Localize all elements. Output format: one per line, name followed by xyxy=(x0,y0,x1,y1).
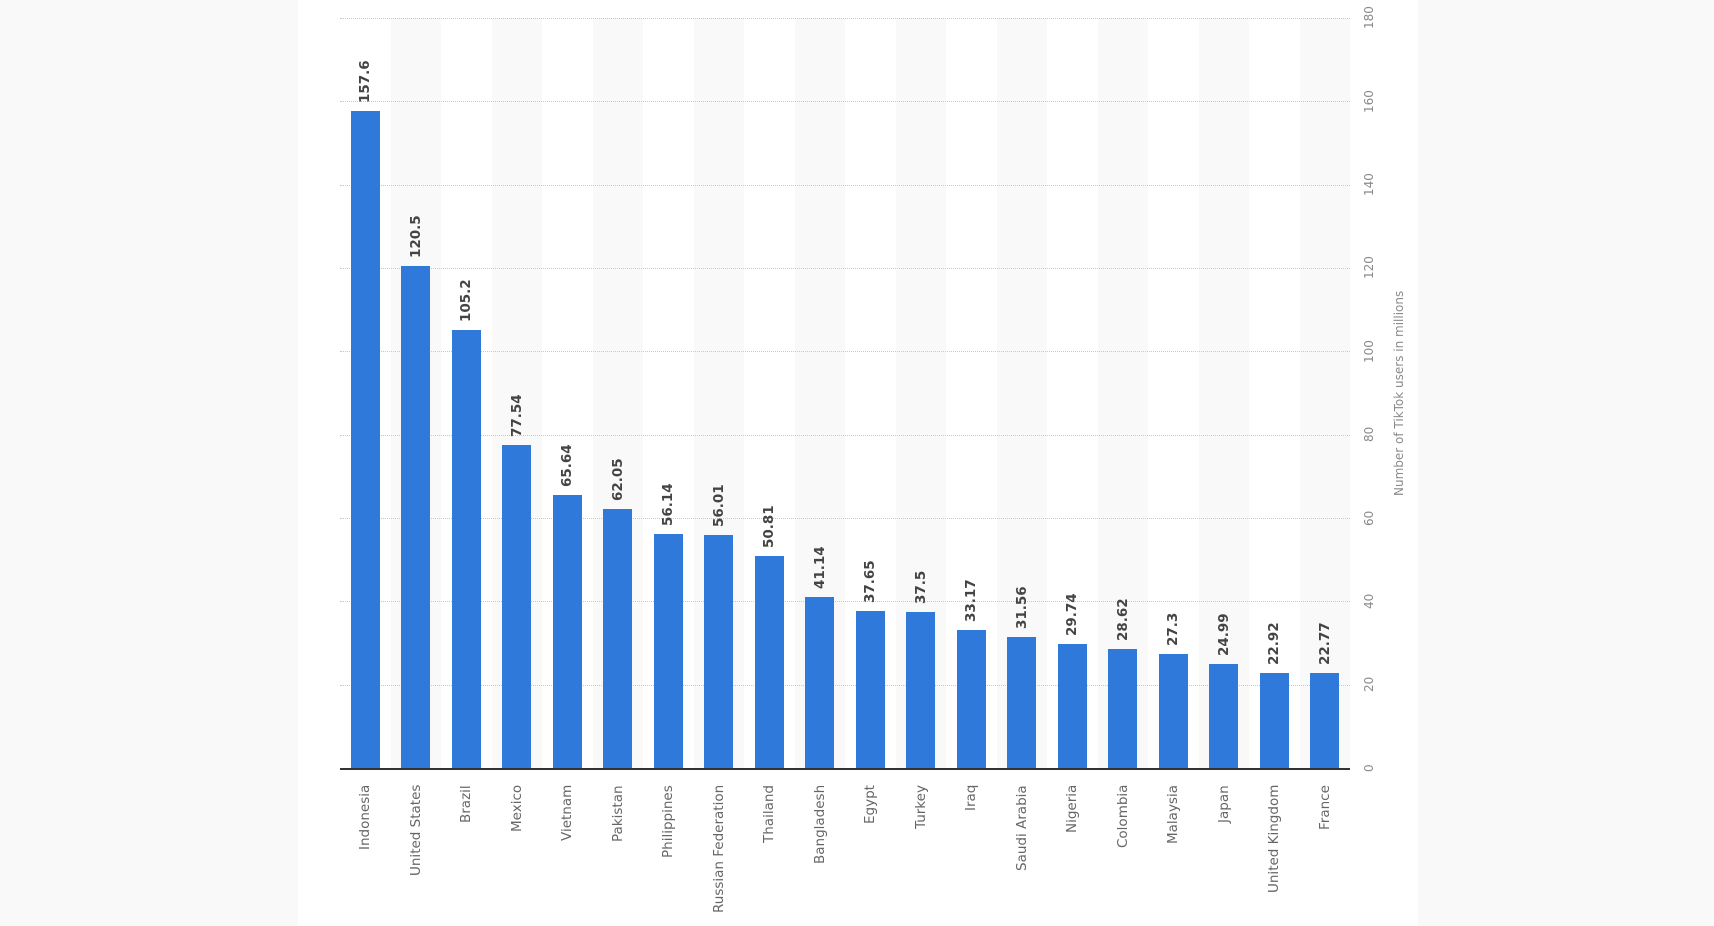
x-axis-label: Philippines xyxy=(660,785,677,858)
gridline xyxy=(340,518,1350,519)
bar xyxy=(754,556,784,768)
y-tick-label: 60 xyxy=(1362,510,1376,526)
bar-value-label: 24.99 xyxy=(1215,613,1232,656)
bar-value-label: 31.56 xyxy=(1013,585,1030,629)
bar xyxy=(350,111,380,768)
bar-value-label: 50.81 xyxy=(761,505,778,549)
bar-value-label: 28.62 xyxy=(1114,598,1131,641)
x-axis-label: Bangladesh xyxy=(811,785,828,865)
x-axis-label: Egypt xyxy=(862,785,879,824)
y-tick-label: 40 xyxy=(1362,593,1376,609)
bar-value-label: 62.05 xyxy=(609,458,626,502)
bar-value-label: 56.14 xyxy=(660,483,677,527)
bar xyxy=(603,509,633,768)
bar xyxy=(1007,636,1037,768)
bar-value-label: 37.65 xyxy=(862,560,879,604)
x-axis-label: France xyxy=(1316,785,1333,830)
bar-value-label: 56.01 xyxy=(710,483,727,527)
bar xyxy=(1158,654,1188,768)
bar-value-label: 77.54 xyxy=(508,394,525,437)
bar xyxy=(502,444,532,768)
bar xyxy=(1108,648,1138,768)
y-tick-label: 120 xyxy=(1362,256,1376,280)
gridline xyxy=(340,685,1350,686)
x-axis-label: Japan xyxy=(1215,785,1232,823)
x-axis-label: Thailand xyxy=(761,785,778,843)
y-tick-label: 100 xyxy=(1362,339,1376,363)
bar-value-label: 37.5 xyxy=(912,570,929,604)
gridline xyxy=(340,601,1350,602)
bar-value-label: 105.2 xyxy=(458,278,475,322)
bar-value-label: 29.74 xyxy=(1064,593,1081,637)
gridline xyxy=(340,268,1350,269)
x-axis-label: Pakistan xyxy=(609,785,626,842)
bar-value-label: 22.77 xyxy=(1316,622,1333,666)
bar xyxy=(855,611,885,768)
gridline xyxy=(340,101,1350,102)
y-tick-label: 0 xyxy=(1362,764,1376,772)
x-axis-line xyxy=(340,768,1350,770)
bar-value-label: 120.5 xyxy=(407,215,424,258)
bar-value-label: 41.14 xyxy=(811,545,828,589)
y-tick-label: 140 xyxy=(1362,173,1376,197)
x-axis-label: Vietnam xyxy=(559,785,576,842)
y-tick-label: 160 xyxy=(1362,89,1376,113)
x-axis-label: Colombia xyxy=(1114,785,1131,849)
y-axis-title: Number of TikTok users in millions xyxy=(1392,290,1406,496)
column-band xyxy=(1198,18,1249,768)
bar-value-label: 27.3 xyxy=(1165,612,1182,647)
bar-value-label: 65.64 xyxy=(559,443,576,487)
x-axis-label: Mexico xyxy=(508,785,525,833)
x-axis-label: Indonesia xyxy=(357,785,374,851)
bar-value-label: 22.92 xyxy=(1266,621,1283,665)
x-axis-label: Malaysia xyxy=(1165,785,1182,844)
y-tick-label: 20 xyxy=(1362,677,1376,693)
x-axis-label: Saudi Arabia xyxy=(1013,785,1030,871)
bar xyxy=(1310,673,1340,768)
gridline xyxy=(340,18,1350,19)
bar xyxy=(552,494,582,768)
x-axis-label: Russian Federation xyxy=(710,785,727,914)
y-tick-label: 80 xyxy=(1362,427,1376,443)
bar xyxy=(1057,644,1087,768)
bar xyxy=(451,329,481,768)
x-axis-label: Turkey xyxy=(912,785,929,829)
x-axis-label: United Kingdom xyxy=(1266,785,1283,894)
x-axis-label: Iraq xyxy=(963,785,980,812)
gridline xyxy=(340,435,1350,436)
bar xyxy=(653,534,683,768)
bar xyxy=(401,265,431,768)
bar xyxy=(956,629,986,768)
plot-area: 157.6 120.5 105.2 77.54 65.64 62.05 56.14 56.01… xyxy=(340,0,1350,926)
bar xyxy=(704,534,734,768)
bar xyxy=(805,596,835,768)
bar-value-label: 157.6 xyxy=(357,60,374,104)
gridline xyxy=(340,351,1350,352)
bar-value-label: 33.17 xyxy=(963,579,980,622)
bar xyxy=(1259,672,1289,768)
y-tick-label: 180 xyxy=(1362,6,1376,30)
x-axis-label: Brazil xyxy=(458,785,475,823)
gridline xyxy=(340,185,1350,186)
column-band xyxy=(1299,18,1350,768)
x-axis-label: United States xyxy=(407,785,424,877)
x-axis-label: Nigeria xyxy=(1064,785,1081,834)
column-band xyxy=(1097,18,1148,768)
chart-panel: 157.6 120.5 105.2 77.54 65.64 62.05 56.14 56.01… xyxy=(298,0,1418,926)
bar xyxy=(1209,663,1239,768)
bar xyxy=(906,611,936,768)
